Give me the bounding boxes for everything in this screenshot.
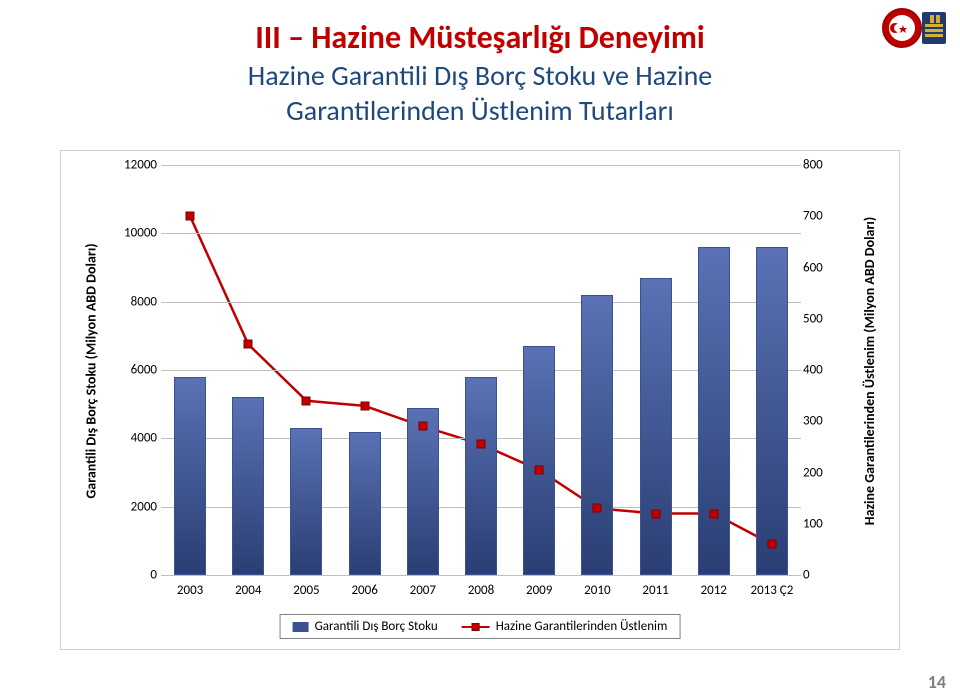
y-right-tick: 300 [803, 414, 843, 429]
x-tick: 2012 [701, 583, 727, 598]
bar [290, 428, 322, 575]
legend-item-bars: Garantili Dış Borç Stoku [293, 619, 438, 634]
bar [523, 346, 555, 575]
y-right-tick: 100 [803, 516, 843, 531]
y-left-tick: 0 [117, 568, 157, 583]
y-axis-right-label: Hazine Garantilerinden Üstlenim (Milyon … [861, 217, 878, 526]
y-left-tick: 12000 [117, 158, 157, 173]
x-tick: 2010 [584, 583, 610, 598]
line-marker [709, 509, 718, 518]
line-marker [244, 340, 253, 349]
x-tick: 2008 [468, 583, 494, 598]
legend-item-line: Hazine Garantilerinden Üstlenim [462, 619, 668, 634]
y-right-tick: 0 [803, 568, 843, 583]
legend-line-swatch [462, 622, 490, 632]
x-tick: 2003 [177, 583, 203, 598]
x-tick: 2009 [526, 583, 552, 598]
line-marker [477, 440, 486, 449]
line-marker [360, 401, 369, 410]
y-left-tick: 2000 [117, 499, 157, 514]
page-number: 14 [928, 671, 946, 693]
x-tick: 2011 [642, 583, 668, 598]
plot-area [161, 165, 801, 575]
bar [349, 432, 381, 576]
bar [465, 377, 497, 575]
line-marker [535, 465, 544, 474]
bar [640, 278, 672, 575]
bar [174, 377, 206, 575]
subtitle-line-1: Hazine Garantili Dış Borç Stoku ve Hazin… [248, 58, 712, 93]
line-marker [302, 396, 311, 405]
legend-bar-swatch [293, 622, 309, 632]
x-tick: 2004 [235, 583, 261, 598]
line-marker [767, 540, 776, 549]
y-left-tick: 8000 [117, 294, 157, 309]
y-axis-left-label: Garantili Dış Borç Stoku (Milyon ABD Dol… [83, 243, 100, 498]
page-subtitle: Hazine Garantili Dış Borç Stoku ve Hazin… [0, 58, 960, 128]
bar [581, 295, 613, 575]
line-marker [418, 422, 427, 431]
x-tick: 2007 [410, 583, 436, 598]
y-right-tick: 600 [803, 260, 843, 275]
x-tick: 2006 [351, 583, 377, 598]
subtitle-line-2: Garantilerinden Üstlenim Tutarları [286, 93, 674, 128]
line-marker [186, 212, 195, 221]
y-left-tick: 4000 [117, 431, 157, 446]
y-left-tick: 6000 [117, 363, 157, 378]
line-marker [651, 509, 660, 518]
bar [756, 247, 788, 575]
bar [232, 397, 264, 575]
bar [407, 408, 439, 575]
y-right-tick: 200 [803, 465, 843, 480]
x-tick: 2005 [293, 583, 319, 598]
legend-line-label: Hazine Garantilerinden Üstlenim [496, 619, 668, 634]
legend-bar-label: Garantili Dış Borç Stoku [315, 619, 438, 634]
y-right-tick: 500 [803, 311, 843, 326]
page-title: III – Hazine Müsteşarlığı Deneyimi [0, 18, 960, 57]
bar [698, 247, 730, 575]
y-left-tick: 10000 [117, 226, 157, 241]
x-tick: 2013 Ç2 [750, 583, 793, 598]
line-marker [593, 504, 602, 513]
y-right-tick: 700 [803, 209, 843, 224]
chart-container: Garantili Dış Borç Stoku (Milyon ABD Dol… [60, 150, 900, 650]
chart-legend: Garantili Dış Borç Stoku Hazine Garantil… [280, 614, 681, 639]
y-right-tick: 400 [803, 363, 843, 378]
y-right-tick: 800 [803, 158, 843, 173]
